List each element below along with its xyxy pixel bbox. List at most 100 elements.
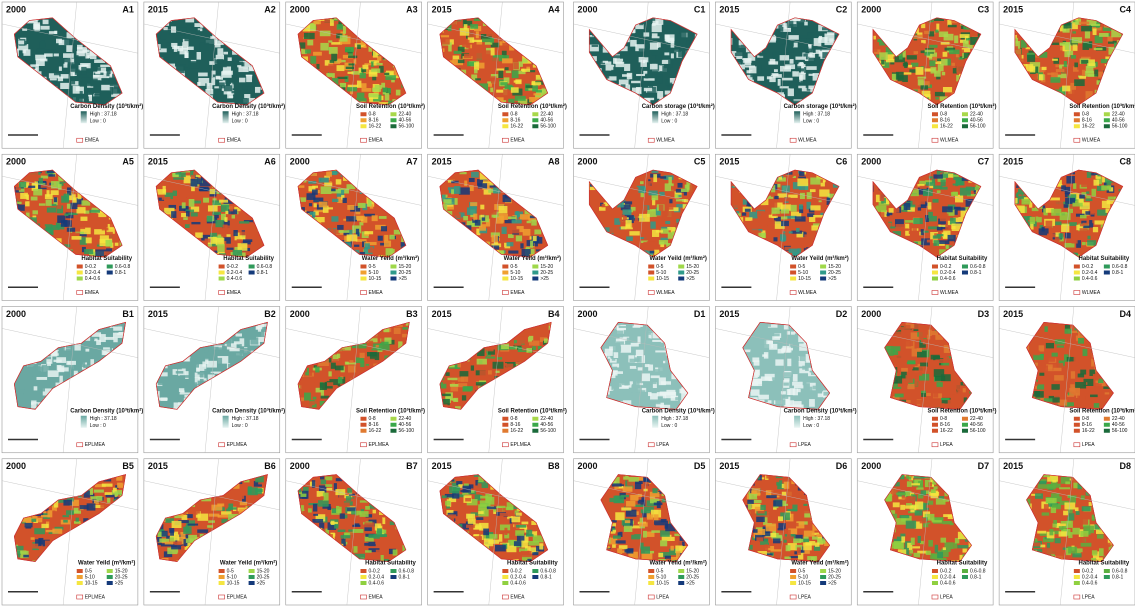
- legend-swatch: [248, 581, 255, 585]
- legend-item: 10-15: [227, 580, 240, 586]
- region-swatch: [789, 442, 797, 448]
- legend-item: 10-15: [656, 276, 669, 282]
- legend-swatch: [532, 112, 539, 117]
- legend-swatch: [790, 575, 797, 579]
- graticule: [1060, 458, 1075, 606]
- map-panel: 2015 C2 Carbon storage (10³t/km²) High : 37…: [715, 1, 857, 149]
- legend-item: 0.2-0.4: [85, 270, 101, 276]
- scale-bar: [579, 134, 610, 136]
- map-panel: 2015 D4 Soil Retention (10³t/km²) 0-88-1616…: [998, 306, 1135, 454]
- legend-item: 20-25: [686, 574, 699, 580]
- legend-swatch: [961, 118, 968, 123]
- legend-item: 0-8: [1082, 112, 1089, 118]
- legend-item: 40-56: [1112, 118, 1125, 124]
- legend-item: 5-10: [85, 574, 95, 580]
- region-label: LPEA: [1082, 442, 1095, 448]
- panel-label: C7: [978, 157, 990, 167]
- legend-item: 16-22: [1082, 124, 1095, 130]
- legend-title: Habitat Suitability: [1079, 256, 1130, 262]
- legend-ramp: [80, 415, 87, 428]
- graticule: [1060, 306, 1075, 453]
- legend-swatch: [820, 264, 827, 269]
- legend-title: Carbon Density (10³t/km²): [212, 407, 285, 414]
- legend-item: 0.4-0.6: [227, 276, 243, 282]
- legend-swatch: [1103, 416, 1110, 421]
- region-swatch: [218, 137, 225, 143]
- legend-swatch: [532, 264, 539, 269]
- legend-low: Low : 0: [90, 423, 106, 429]
- legend-item: 0.6-0.8: [1112, 568, 1128, 574]
- region-swatch: [502, 290, 509, 295]
- graticule: [857, 23, 994, 54]
- legend-item: 22-40: [970, 416, 983, 422]
- legend-swatch: [532, 575, 539, 579]
- legend-item: 15-20: [828, 568, 841, 574]
- legend-swatch: [1073, 276, 1080, 281]
- legend-item: 0.4-0.6: [510, 580, 526, 586]
- legend-item: >25: [115, 580, 124, 586]
- scale-bar: [291, 286, 322, 288]
- panel-year: 2000: [6, 309, 26, 319]
- legend-item: 10-15: [798, 276, 811, 282]
- legend-item: 56-100: [398, 124, 414, 130]
- graticule: [918, 1, 933, 149]
- legend-item: 0-0.2: [510, 568, 522, 574]
- legend-item: 16-22: [940, 124, 953, 130]
- map-panel: 2015 B2 Carbon Density (10³t/km²) High : 37…: [143, 306, 285, 454]
- legend-swatch: [1073, 118, 1080, 123]
- map-panel: 2015 D2 Carbon Density (10³t/km²) High : 37…: [715, 306, 857, 454]
- region-label: LPEA: [798, 442, 811, 448]
- graticule: [427, 480, 564, 511]
- legend-swatch: [502, 569, 509, 573]
- legend-swatch: [678, 569, 685, 573]
- legend-swatch: [1073, 575, 1080, 579]
- scale-bar: [291, 134, 322, 136]
- legend-ramp: [222, 415, 229, 428]
- legend-high: High : 37.18: [90, 112, 117, 118]
- legend-item: 10-15: [368, 276, 381, 282]
- panel-label: D7: [978, 461, 990, 471]
- panel-year: 2015: [148, 4, 168, 14]
- panel-year: 2015: [1003, 461, 1023, 471]
- region-label: WLMEA: [940, 290, 959, 296]
- legend-swatch: [360, 422, 367, 427]
- legend-item: 56-100: [540, 124, 556, 130]
- map-panel: 2015 C4 Soil Retention (10³t/km²) 0-88-1616…: [998, 1, 1135, 149]
- legend-item: 0.8-1: [1112, 574, 1124, 580]
- panel-year: 2015: [432, 309, 452, 319]
- graticule: [285, 328, 422, 358]
- graticule: [999, 480, 1135, 511]
- legend-title: Soil Retention (10³t/km²): [927, 407, 996, 414]
- panel-year: 2015: [719, 309, 739, 319]
- legend-item: 0.2-0.4: [1082, 574, 1098, 580]
- scale-bar: [291, 438, 322, 441]
- region-label: WLMEA: [1082, 290, 1101, 296]
- legend-item: >25: [686, 276, 695, 282]
- legend-title: Soil Retention (10³t/km²): [498, 407, 567, 414]
- region-label: WLMEA: [798, 290, 817, 296]
- legend-swatch: [218, 276, 225, 281]
- legend-item: 15-20: [398, 264, 411, 270]
- panel-year: 2000: [6, 4, 26, 14]
- legend-title: Habitat Suitability: [507, 561, 558, 567]
- graticule: [427, 328, 564, 358]
- legend-item: 56-100: [1112, 124, 1128, 130]
- legend-item: 16-22: [940, 428, 953, 434]
- legend-swatch: [1103, 422, 1110, 427]
- legend-item: 20-25: [828, 270, 841, 276]
- graticule: [285, 23, 422, 54]
- legend-swatch: [390, 118, 397, 123]
- legend-swatch: [678, 264, 685, 269]
- region-swatch: [360, 442, 367, 448]
- panel-label: C6: [836, 157, 848, 167]
- region-swatch: [218, 442, 225, 448]
- legend-item: 56-100: [970, 124, 986, 130]
- legend-title: Soil Retention (10³t/km²): [1069, 407, 1135, 414]
- legend-swatch: [106, 575, 113, 579]
- legend-item: 5-10: [227, 574, 237, 580]
- legend-swatch: [502, 118, 509, 123]
- legend-item: 20-25: [540, 270, 553, 276]
- legend-item: 5-10: [368, 270, 378, 276]
- legend-item: 16-22: [368, 428, 381, 434]
- region-label: EMEA: [227, 290, 242, 296]
